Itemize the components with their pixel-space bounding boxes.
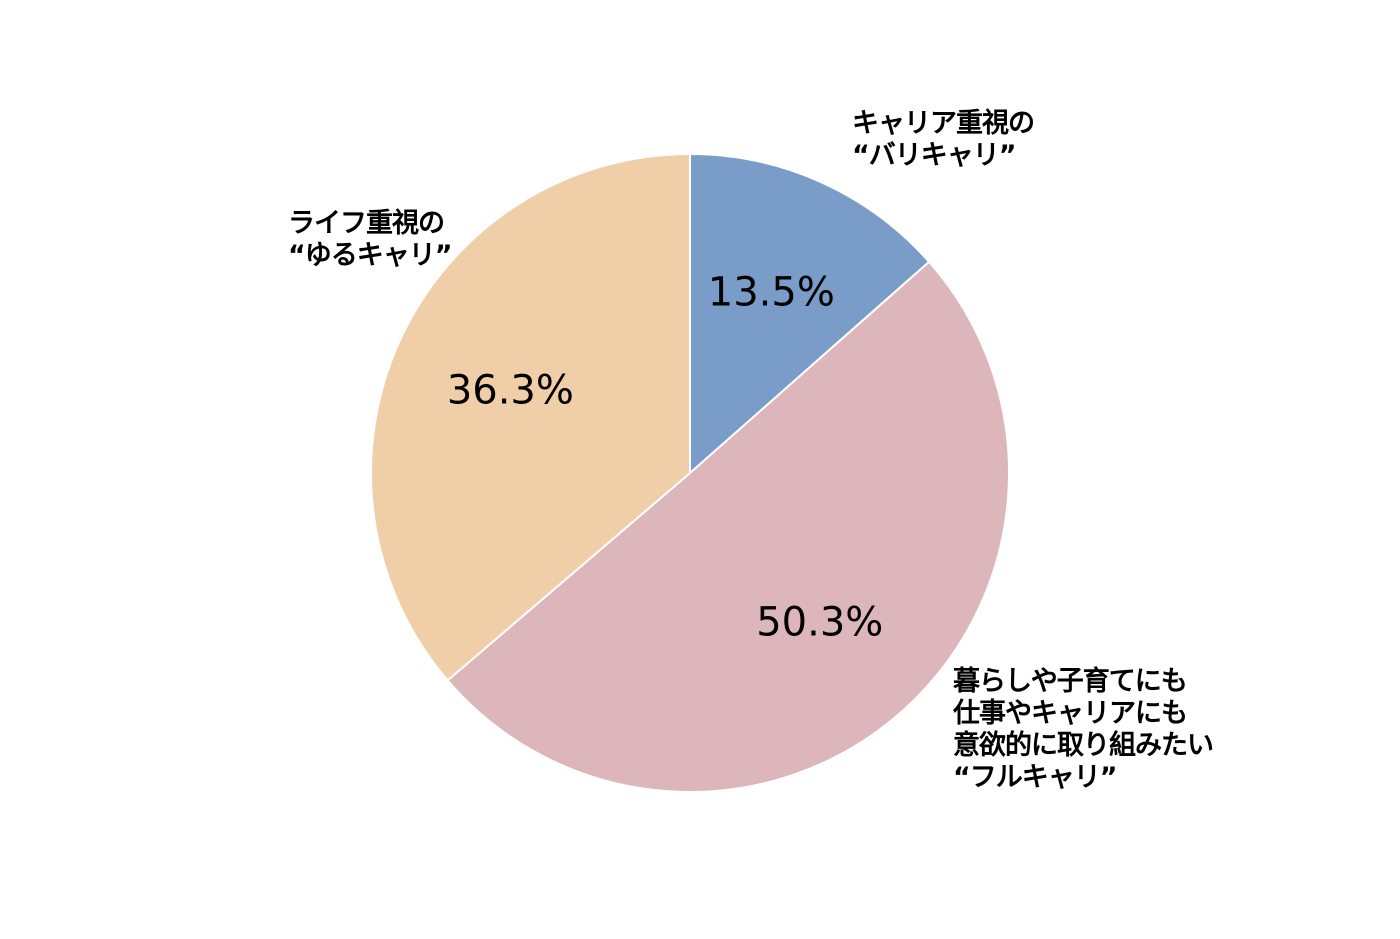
slice-label-yurukyari: ライフ重視の “ゆるキャリ” — [288, 208, 452, 271]
pie-slice-value-label-0: 13.5% — [708, 270, 835, 316]
slice-label-furukyari: 暮らしや子育てにも 仕事やキャリアにも 意欲的に取り組みたい “フルキャリ” — [953, 666, 1214, 793]
pie-slice-value-label-1: 50.3% — [756, 599, 883, 645]
pie-slice-0 — [689, 152, 931, 476]
pie-slice-2 — [370, 152, 691, 682]
pie-slice-value-label-2: 36.3% — [447, 367, 574, 413]
pie-slice-1 — [446, 260, 1010, 793]
slice-label-bariкyari: キャリア重視の “バリキャリ” — [852, 108, 1035, 171]
